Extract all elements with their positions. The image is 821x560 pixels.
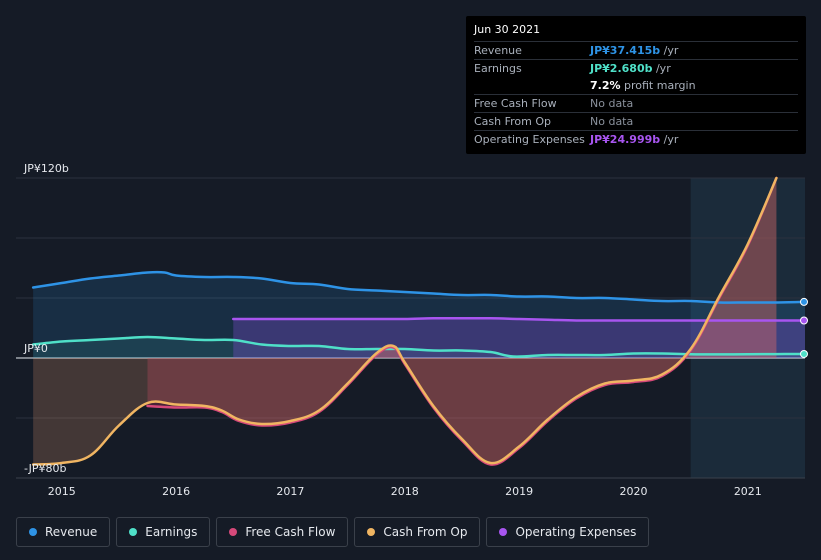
series-end-markers (800, 297, 808, 358)
legend-item-earnings[interactable]: Earnings (116, 517, 211, 547)
tooltip-value: JP¥37.415b (590, 44, 661, 57)
legend-dot-icon (29, 528, 37, 536)
tooltip-row-opex: Operating Expenses JP¥24.999b /yr (474, 131, 798, 148)
y-tick-label: JP¥0 (23, 342, 48, 355)
tooltip-row-earnings: Earnings JP¥2.680b /yr (474, 60, 798, 77)
y-axis: JP¥120b JP¥0 -JP¥80b (23, 162, 69, 475)
legend-item-revenue[interactable]: Revenue (16, 517, 111, 547)
line-earnings (31, 335, 807, 358)
tooltip-unit: /yr (660, 133, 679, 146)
tooltip-unit: profit margin (620, 79, 696, 92)
x-tick-label: 2018 (391, 485, 419, 498)
legend-label: Earnings (145, 525, 198, 539)
tooltip-value: No data (590, 115, 634, 128)
legend-dot-icon (129, 528, 138, 536)
legend-dot-icon (367, 528, 376, 536)
legend-label: Free Cash Flow (245, 525, 336, 539)
legend: Revenue Earnings Free Cash Flow Cash Fro… (16, 517, 650, 547)
tooltip-label: Cash From Op (474, 115, 552, 128)
tooltip-panel: Jun 30 2021 Revenue JP¥37.415b /yr Earni… (466, 16, 806, 154)
legend-label: Cash From Op (383, 525, 468, 539)
area-cash-from-op (33, 178, 777, 465)
tooltip-value: No data (590, 97, 634, 110)
end-marker-revenue (800, 297, 808, 306)
end-marker-operating-expenses (800, 316, 808, 325)
x-tick-label: 2016 (162, 485, 190, 498)
tooltip-unit: /yr (660, 44, 679, 57)
legend-item-cash-from-op[interactable]: Cash From Op (354, 517, 481, 547)
area-free-cash-flow (147, 178, 777, 465)
x-tick-label: 2015 (48, 485, 76, 498)
legend-item-free-cash-flow[interactable]: Free Cash Flow (216, 517, 349, 547)
legend-dot-icon (229, 528, 238, 536)
tooltip-label (474, 77, 590, 94)
x-tick-label: 2017 (276, 485, 304, 498)
tooltip-row-cfo: Cash From Op No data (474, 113, 798, 131)
tooltip-row-margin: 7.2% profit margin (474, 77, 798, 95)
tooltip-label: Operating Expenses (474, 133, 585, 146)
tooltip-date: Jun 30 2021 (474, 22, 798, 42)
x-tick-label: 2019 (505, 485, 533, 498)
tooltip-value: JP¥24.999b (590, 133, 661, 146)
legend-label: Revenue (45, 525, 98, 539)
x-tick-label: 2021 (734, 485, 762, 498)
y-tick-label: JP¥120b (23, 162, 69, 175)
area-revenue (33, 272, 806, 358)
series-lines (31, 176, 807, 466)
tooltip-value: 7.2% (590, 79, 621, 92)
end-marker-earnings (800, 349, 808, 358)
tooltip-value: JP¥2.680b (590, 62, 653, 75)
x-tick-label: 2020 (619, 485, 647, 498)
legend-dot-icon (499, 528, 508, 536)
y-tick-label: -JP¥80b (24, 462, 66, 475)
tooltip-unit: /yr (652, 62, 671, 75)
tooltip-label: Earnings (474, 62, 522, 75)
tooltip-label: Free Cash Flow (474, 97, 557, 110)
tooltip-label: Revenue (474, 44, 522, 57)
tooltip-row-fcf: Free Cash Flow No data (474, 95, 798, 113)
tooltip-row-revenue: Revenue JP¥37.415b /yr (474, 42, 798, 60)
x-axis: 2015 2016 2017 2018 2019 2020 2021 (48, 485, 762, 498)
highlight-region (690, 178, 805, 478)
grid (16, 177, 805, 479)
legend-item-operating-expenses[interactable]: Operating Expenses (486, 517, 650, 547)
area-earnings (33, 337, 806, 358)
legend-label: Operating Expenses (515, 525, 637, 539)
